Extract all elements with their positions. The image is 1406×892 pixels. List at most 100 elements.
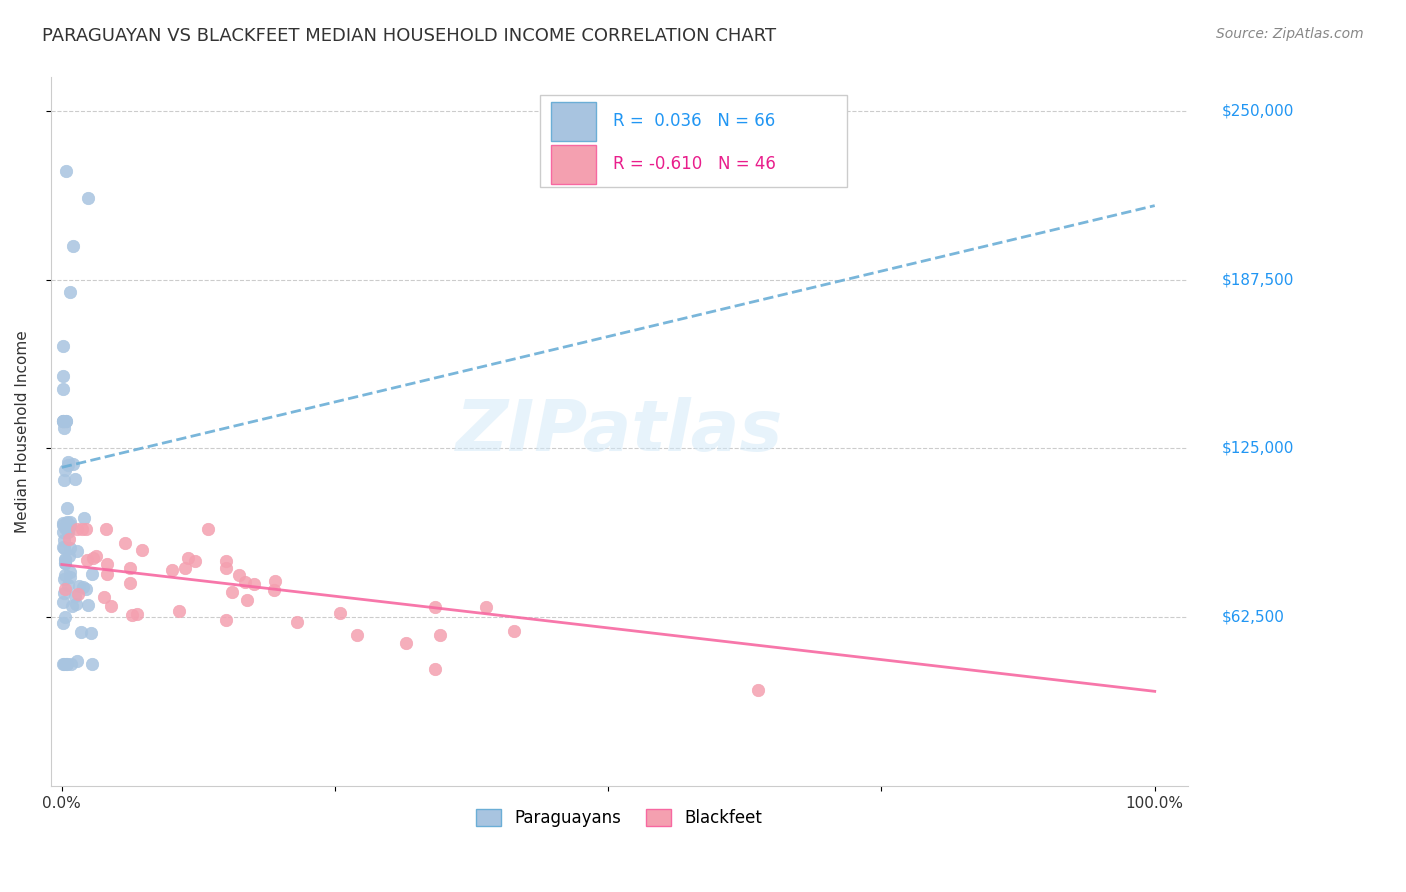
- Point: [58, 455, 80, 469]
- Point: [52, 657, 75, 672]
- Point: [120, 576, 142, 591]
- Point: [52, 518, 75, 533]
- Point: [59, 518, 82, 533]
- Text: $125,000: $125,000: [1222, 441, 1294, 456]
- Point: [285, 615, 308, 630]
- Point: [346, 628, 368, 642]
- Point: [264, 574, 287, 588]
- Point: [183, 554, 205, 568]
- Point: [53, 552, 76, 566]
- Point: [75, 582, 97, 596]
- Point: [66, 543, 89, 558]
- Point: [52, 421, 75, 435]
- Point: [63, 589, 86, 603]
- Point: [96, 566, 118, 581]
- Point: [75, 523, 97, 537]
- Point: [56, 657, 79, 672]
- Point: [169, 604, 191, 618]
- Point: [53, 557, 76, 571]
- Point: [53, 463, 76, 477]
- Point: [52, 615, 75, 630]
- Point: [60, 657, 83, 672]
- Point: [59, 570, 82, 584]
- Text: R = -0.610   N = 46: R = -0.610 N = 46: [613, 155, 776, 173]
- Point: [53, 582, 76, 597]
- Point: [121, 608, 143, 623]
- Point: [96, 523, 118, 537]
- Point: [76, 553, 98, 567]
- Point: [59, 285, 82, 299]
- Point: [114, 535, 136, 549]
- Point: [52, 595, 75, 609]
- Point: [84, 549, 107, 563]
- Point: [52, 473, 75, 487]
- Text: $62,500: $62,500: [1222, 609, 1285, 624]
- Bar: [551, 103, 596, 141]
- Point: [131, 542, 153, 557]
- Point: [100, 599, 122, 614]
- Point: [53, 586, 76, 600]
- Point: [72, 580, 94, 594]
- Point: [197, 523, 219, 537]
- Point: [66, 587, 89, 601]
- Point: [66, 654, 89, 668]
- Point: [474, 600, 496, 615]
- Point: [395, 636, 418, 650]
- Point: [176, 550, 198, 565]
- Point: [56, 577, 79, 591]
- Point: [58, 532, 80, 546]
- Point: [55, 415, 77, 429]
- Point: [58, 521, 80, 535]
- Point: [52, 415, 75, 429]
- Point: [56, 500, 79, 515]
- Point: [52, 541, 75, 556]
- Point: [174, 560, 197, 574]
- Point: [221, 585, 243, 599]
- Point: [59, 565, 82, 579]
- Point: [233, 575, 256, 590]
- Point: [93, 590, 115, 604]
- Point: [747, 682, 769, 697]
- Point: [56, 524, 79, 539]
- Text: $250,000: $250,000: [1222, 103, 1294, 119]
- Point: [236, 593, 259, 607]
- Text: R =  0.036   N = 66: R = 0.036 N = 66: [613, 112, 776, 130]
- Point: [66, 523, 89, 537]
- Point: [73, 511, 96, 525]
- Bar: [551, 145, 596, 184]
- Point: [70, 523, 93, 537]
- Point: [55, 163, 77, 178]
- Point: [125, 607, 148, 622]
- Point: [80, 625, 103, 640]
- Point: [67, 579, 90, 593]
- Point: [55, 515, 77, 529]
- Point: [52, 415, 75, 429]
- Point: [52, 382, 75, 396]
- Point: [76, 599, 98, 613]
- Point: [55, 657, 77, 672]
- Text: PARAGUAYAN VS BLACKFEET MEDIAN HOUSEHOLD INCOME CORRELATION CHART: PARAGUAYAN VS BLACKFEET MEDIAN HOUSEHOLD…: [42, 27, 776, 45]
- Point: [59, 516, 82, 530]
- Point: [215, 614, 238, 628]
- Point: [118, 560, 141, 574]
- Point: [423, 662, 446, 676]
- Point: [52, 657, 75, 672]
- Point: [82, 566, 104, 581]
- Text: ZIPatlas: ZIPatlas: [456, 397, 783, 467]
- Legend: Paraguayans, Blackfeet: Paraguayans, Blackfeet: [470, 803, 769, 834]
- Point: [65, 597, 87, 611]
- Text: Source: ZipAtlas.com: Source: ZipAtlas.com: [1216, 27, 1364, 41]
- Point: [53, 521, 76, 535]
- Point: [52, 339, 75, 353]
- Point: [60, 599, 83, 614]
- Point: [52, 533, 75, 547]
- Point: [52, 368, 75, 383]
- Point: [52, 516, 75, 530]
- Point: [52, 415, 75, 429]
- Point: [53, 556, 76, 570]
- Point: [96, 557, 118, 571]
- Point: [263, 583, 285, 598]
- Point: [228, 568, 250, 582]
- Point: [52, 541, 75, 555]
- Point: [58, 549, 80, 563]
